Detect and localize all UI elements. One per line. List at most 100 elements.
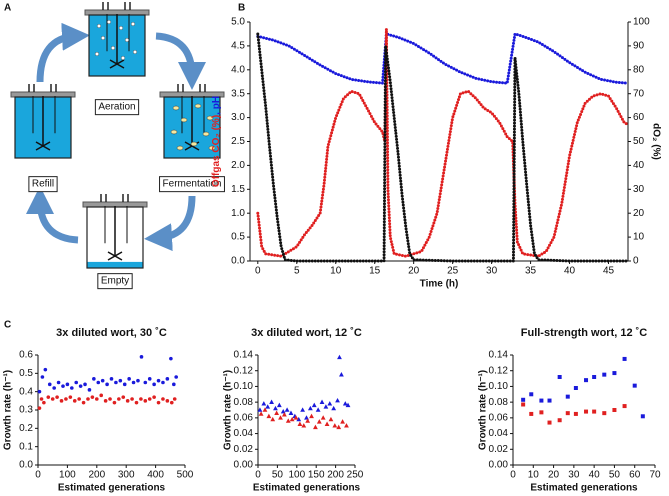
point (122, 382, 127, 387)
panel-label: C (4, 320, 11, 331)
point (584, 409, 589, 414)
point (622, 356, 627, 361)
x-tick-label: 0 (255, 470, 261, 481)
x-tick-label: 70 (649, 470, 661, 481)
bubble (100, 36, 105, 41)
bubble (96, 24, 101, 29)
y2-tick-label: 40 (633, 160, 645, 171)
point (278, 415, 283, 420)
point (258, 411, 264, 416)
point (565, 411, 570, 416)
y2-tick-label: 50 (633, 136, 645, 147)
y-tick-label: 0.2 (19, 423, 33, 434)
point (46, 395, 51, 399)
x-tick-label: 50 (609, 470, 621, 481)
point (331, 405, 337, 411)
point (100, 378, 105, 383)
y-tick-label: 0.08 (234, 397, 254, 408)
data-line (256, 27, 630, 258)
x-tick-label: 30 (486, 266, 498, 277)
point (50, 397, 55, 401)
point (332, 423, 338, 428)
x-tick-label: 20 (408, 266, 420, 277)
point (340, 419, 345, 424)
yeast-cell (194, 103, 202, 109)
point (172, 382, 176, 387)
point (261, 401, 267, 406)
arrow (144, 195, 196, 252)
point (276, 402, 282, 408)
point (297, 421, 303, 426)
point (70, 386, 74, 390)
point (74, 380, 79, 385)
yeast-cell (206, 115, 214, 121)
point (96, 380, 101, 385)
point (539, 410, 544, 415)
y-tick-label: 0.06 (234, 412, 254, 423)
x-tick-label: 25 (447, 266, 459, 277)
point (640, 414, 645, 419)
bubble (132, 50, 137, 55)
point (52, 386, 56, 390)
point (47, 382, 52, 387)
point (345, 402, 351, 408)
point (281, 412, 287, 417)
point (547, 420, 552, 425)
point (130, 397, 134, 401)
point (99, 393, 104, 398)
label-box (94, 99, 140, 116)
point (335, 397, 340, 403)
chart-title: 3x diluted wort, 12 ˚C (251, 327, 362, 339)
point (539, 398, 544, 403)
x-tick-label: 15 (369, 266, 381, 277)
point (612, 408, 617, 412)
point (269, 399, 274, 404)
x-tick-label: 10 (330, 266, 342, 277)
point (336, 424, 342, 430)
point (172, 397, 177, 401)
point (59, 399, 64, 403)
y-tick-label: 5.0 (231, 17, 245, 28)
y-tick-label: 0.14 (489, 350, 509, 361)
point (521, 402, 526, 407)
y-tick-label: 2.0 (231, 160, 245, 171)
y-axis-title: Offgas CO₂ (%), pH (211, 96, 222, 187)
y-tick-label: 3.5 (231, 88, 245, 99)
point (257, 407, 263, 412)
point (156, 378, 161, 383)
y2-tick-label: 0 (633, 256, 639, 267)
impeller (109, 59, 125, 69)
x-tick-label: 45 (603, 266, 615, 277)
bubble (118, 26, 123, 31)
bubble (94, 52, 99, 57)
point (328, 416, 334, 422)
y-tick-label: 2.5 (231, 136, 245, 147)
y-tick-label: 0.3 (19, 405, 33, 416)
x-tick-label: 5 (294, 266, 300, 277)
point (547, 398, 552, 403)
vessel (84, 2, 150, 77)
point (127, 377, 131, 381)
y2-tick-label: 90 (633, 41, 645, 52)
point (156, 400, 161, 405)
y-tick-label: 0.10 (234, 381, 254, 392)
y-tick-label: 4.0 (231, 64, 245, 75)
point (152, 395, 156, 399)
point (37, 406, 42, 410)
point (83, 382, 87, 387)
y-tick-label: 0.02 (489, 444, 509, 455)
y-tick-label: 0.08 (489, 397, 509, 408)
point (61, 384, 65, 388)
point (323, 404, 329, 409)
x-tick-label: 10 (528, 470, 540, 481)
point (289, 416, 295, 422)
point (307, 405, 313, 411)
point (324, 421, 330, 426)
y-tick-label: 0.10 (489, 381, 509, 392)
x-tick-label: 50 (272, 470, 284, 481)
point (521, 397, 526, 402)
point (125, 399, 130, 403)
point (592, 409, 597, 414)
point (273, 405, 278, 411)
